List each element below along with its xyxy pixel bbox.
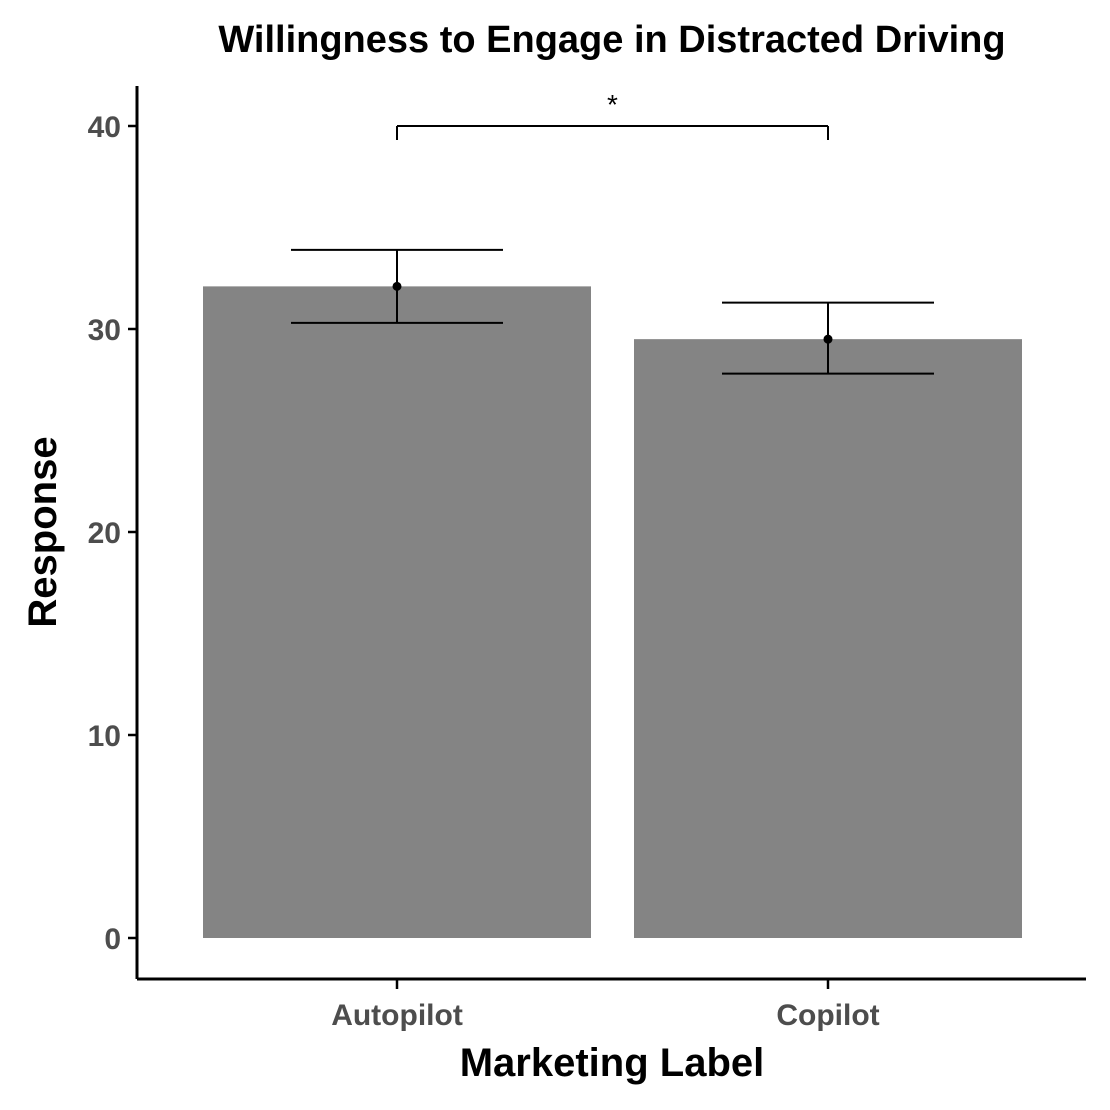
y-tick-label-20: 20 bbox=[88, 517, 121, 550]
significance-label: * bbox=[607, 89, 618, 120]
plot-area: 0 10 20 30 40 Autopilot Copilot * bbox=[88, 86, 1086, 1032]
y-tick-label-30: 30 bbox=[88, 314, 121, 347]
mean-point-autopilot bbox=[392, 281, 402, 291]
bar-autopilot bbox=[203, 286, 591, 938]
x-axis-title: Marketing Label bbox=[460, 1041, 765, 1085]
bar-copilot bbox=[634, 339, 1022, 938]
y-tick-label-10: 10 bbox=[88, 720, 121, 753]
y-axis-title: Response bbox=[21, 436, 65, 627]
mean-point-copilot bbox=[823, 334, 833, 344]
x-tick-label-copilot: Copilot bbox=[776, 999, 879, 1032]
chart-title: Willingness to Engage in Distracted Driv… bbox=[218, 19, 1005, 61]
y-tick-label-0: 0 bbox=[104, 923, 121, 956]
y-tick-label-40: 40 bbox=[88, 111, 121, 144]
x-tick-label-autopilot: Autopilot bbox=[331, 999, 463, 1032]
